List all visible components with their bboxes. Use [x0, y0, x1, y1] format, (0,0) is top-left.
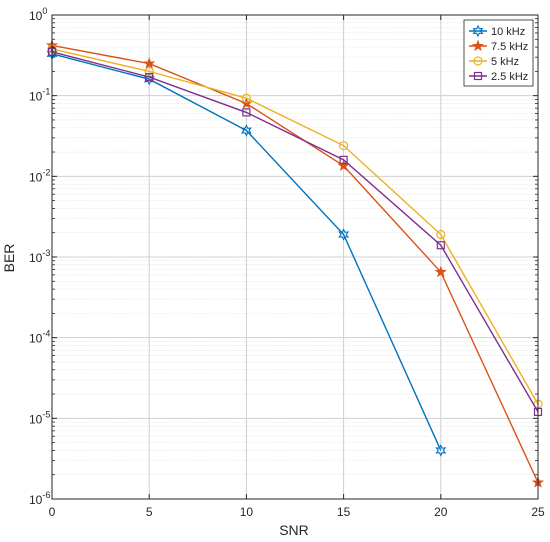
data-point [143, 72, 155, 86]
data-point [436, 241, 445, 250]
data-point [240, 124, 252, 137]
y-axis-label: BER [1, 244, 17, 273]
series-0 [46, 47, 447, 457]
legend-marker [472, 24, 484, 38]
axes [51, 14, 539, 500]
x-tick-label: 0 [49, 505, 56, 519]
series-group [45, 39, 545, 488]
y-tick-label: 10-2 [29, 167, 50, 184]
x-tick-label: 25 [531, 505, 545, 519]
y-tick-label: 10-5 [29, 409, 50, 426]
legend-label: 10 kHz [491, 26, 525, 38]
x-tick-label: 10 [240, 505, 254, 519]
series-3 [47, 47, 543, 417]
data-point [338, 228, 350, 241]
legend-marker [473, 71, 483, 81]
data-point [144, 66, 154, 76]
legend-item: 10 kHz [469, 24, 525, 38]
series-line [51, 53, 442, 451]
data-point [339, 141, 349, 151]
legend-item: 5 kHz [469, 56, 519, 68]
y-tick-label: 10-3 [29, 248, 50, 265]
data-point [242, 108, 251, 117]
x-axis-label: SNR [279, 522, 309, 538]
data-point [240, 97, 253, 109]
data-point [435, 444, 447, 457]
x-tick-label: 20 [434, 505, 448, 519]
series-line [51, 44, 539, 483]
legend-marker [471, 39, 485, 52]
legend: 10 kHz 7.5 kHz 5 kHz 2.5 kHz [463, 19, 534, 87]
legend-label: 2.5 kHz [491, 71, 528, 83]
data-point [143, 57, 156, 69]
legend-item: 7.5 kHz [469, 39, 528, 53]
y-tick-label: 10-6 [29, 490, 50, 507]
data-point [241, 93, 251, 103]
legend-item: 2.5 kHz [469, 71, 528, 83]
tick-labels: 0 5 10 15 20 25 10-6 10-5 10-4 10-3 10-2 10-1 100 [29, 6, 545, 519]
legend-marker [473, 56, 483, 66]
data-point [436, 229, 446, 240]
data-point [339, 155, 348, 164]
series-line [51, 51, 539, 413]
y-tick-label: 100 [29, 6, 47, 23]
data-point [145, 72, 154, 82]
data-point [434, 265, 447, 278]
x-tick-label: 5 [146, 505, 153, 519]
series-line [51, 48, 539, 405]
legend-label: 5 kHz [491, 56, 519, 68]
x-tick-label: 15 [337, 505, 351, 519]
y-tick-label: 10-1 [29, 87, 50, 104]
y-tick-label: 10-4 [29, 329, 50, 346]
legend-label: 7.5 kHz [491, 41, 528, 53]
